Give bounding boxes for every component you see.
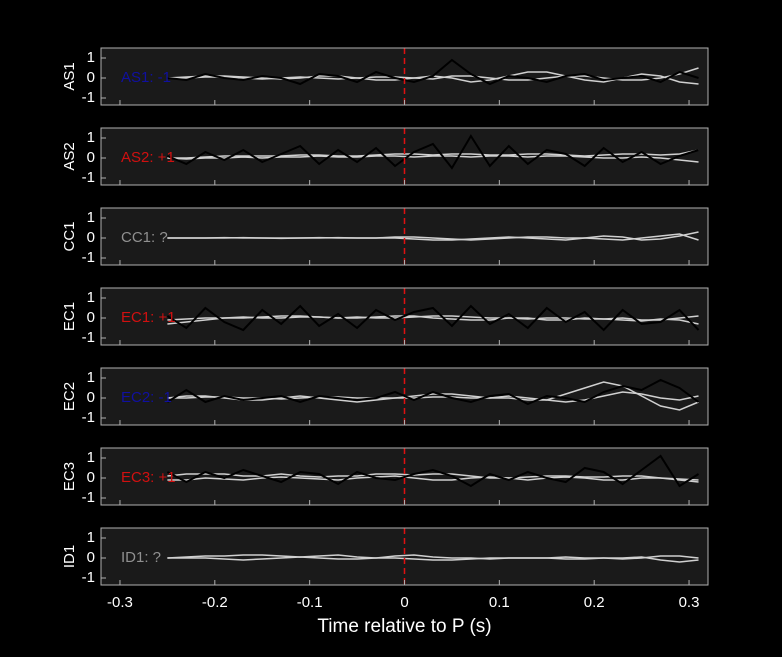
trace [166, 454, 700, 488]
y-axis-label: CC1 [61, 221, 78, 251]
station-annotation: EC3: +1 [121, 469, 176, 486]
y-axis-label: EC1 [61, 302, 78, 331]
trace [166, 378, 700, 406]
y-tick-label: 0 [87, 549, 95, 566]
y-tick-label: 1 [87, 129, 95, 146]
y-tick-label: -1 [82, 329, 95, 346]
x-tick-label: -0.2 [202, 594, 228, 611]
y-tick-label: -1 [82, 89, 95, 106]
y-tick-label: 1 [87, 369, 95, 386]
x-tick-label: -0.3 [107, 594, 133, 611]
x-tick-label: -0.1 [297, 594, 323, 611]
x-axis-label: Time relative to P (s) [317, 616, 491, 637]
y-tick-label: 1 [87, 209, 95, 226]
trace [167, 233, 699, 241]
y-tick-label: 0 [87, 389, 95, 406]
y-tick-label: -1 [82, 249, 95, 266]
station-annotation: CC1: ? [121, 229, 168, 246]
trace [167, 556, 699, 563]
y-axis-label: ID1 [61, 545, 78, 568]
station-annotation: EC1: +1 [121, 309, 176, 326]
station-annotation: ID1: ? [121, 549, 161, 566]
x-tick-label: 0.1 [489, 594, 510, 611]
y-axis-label: EC3 [61, 462, 78, 491]
y-tick-label: 0 [87, 469, 95, 486]
station-annotation: AS2: +1 [121, 149, 175, 166]
y-tick-label: 1 [87, 49, 95, 66]
y-tick-label: -1 [82, 489, 95, 506]
x-tick-label: 0.3 [679, 594, 700, 611]
station-annotation: EC2: -1 [121, 389, 172, 406]
trace [167, 475, 699, 483]
x-tick-label: 0.2 [584, 594, 605, 611]
x-tick-label: 0 [400, 594, 408, 611]
y-axis-label: AS1 [61, 62, 78, 90]
y-tick-label: 1 [87, 529, 95, 546]
trace [167, 149, 699, 159]
y-tick-label: -1 [82, 409, 95, 426]
station-annotation: AS1: -1 [121, 69, 171, 86]
y-tick-label: 1 [87, 289, 95, 306]
y-tick-label: 0 [87, 149, 95, 166]
y-tick-label: 0 [87, 69, 95, 86]
y-tick-label: 1 [87, 449, 95, 466]
y-tick-label: -1 [82, 569, 95, 586]
trace [167, 381, 699, 411]
y-axis-label: EC2 [61, 382, 78, 411]
trace [167, 134, 699, 170]
y-axis-label: AS2 [61, 142, 78, 170]
trace [166, 304, 700, 332]
y-tick-label: -1 [82, 169, 95, 186]
y-tick-label: 0 [87, 309, 95, 326]
trace [167, 58, 699, 86]
y-tick-label: 0 [87, 229, 95, 246]
